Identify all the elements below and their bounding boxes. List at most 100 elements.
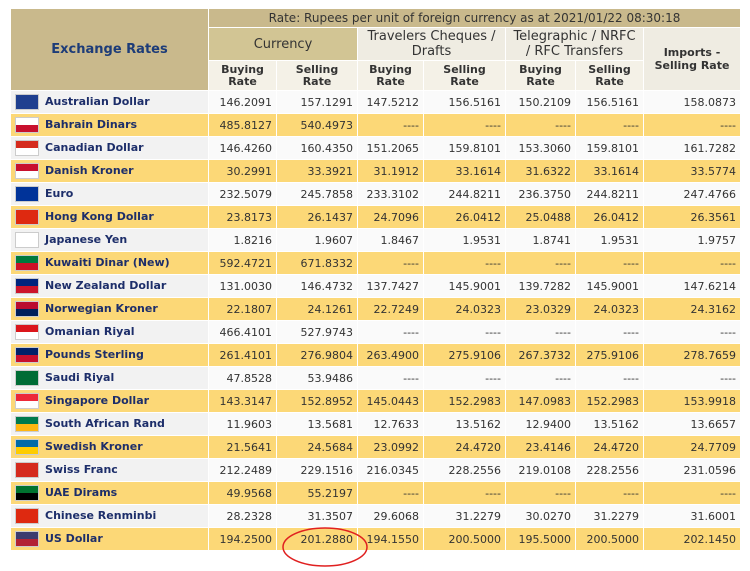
rate: 592.4721 bbox=[219, 256, 273, 270]
rate: 540.4973 bbox=[300, 118, 354, 132]
rate: ---- bbox=[403, 325, 419, 339]
rate: 216.0345 bbox=[366, 463, 420, 477]
rate: 24.0323 bbox=[593, 302, 640, 316]
rate-cell: 33.1614 bbox=[423, 159, 506, 183]
rate-cell: 267.3732 bbox=[505, 343, 576, 367]
name-text: US Dollar bbox=[45, 532, 103, 545]
rate-cell: 24.1261 bbox=[276, 297, 358, 321]
rate: 275.9106 bbox=[586, 348, 640, 362]
name-text: UAE Dirams bbox=[45, 486, 118, 499]
group: Currency bbox=[208, 27, 358, 61]
flag bbox=[15, 416, 39, 432]
rate: 145.9001 bbox=[448, 279, 502, 293]
rate: 160.4350 bbox=[300, 141, 354, 155]
rate-cell: 228.2556 bbox=[423, 458, 506, 482]
rate-cell: ---- bbox=[642, 320, 742, 344]
rate: ---- bbox=[720, 118, 737, 132]
rate: 152.2983 bbox=[448, 394, 502, 408]
rate: 33.1614 bbox=[593, 164, 640, 178]
rate: 276.9804 bbox=[300, 348, 354, 362]
rate: 143.3147 bbox=[219, 394, 273, 408]
rate: ---- bbox=[720, 371, 737, 385]
rate: 12.9400 bbox=[525, 417, 572, 431]
rate-cell: ---- bbox=[357, 366, 424, 390]
highlight-circle bbox=[282, 527, 368, 567]
rate-cell: 527.9743 bbox=[276, 320, 358, 344]
rate: 228.2556 bbox=[448, 463, 502, 477]
flag bbox=[15, 462, 39, 478]
rate: 49.9568 bbox=[226, 486, 273, 500]
rate: 13.5162 bbox=[455, 417, 502, 431]
rate-cell: 158.0873 bbox=[642, 90, 742, 114]
flag bbox=[15, 439, 39, 455]
row: South African Rand 11.9603 13.5681 12.7633 1… bbox=[10, 412, 742, 436]
rate-cell: 33.1614 bbox=[575, 159, 644, 183]
rate: 150.2109 bbox=[518, 95, 572, 109]
rate: 146.2091 bbox=[219, 95, 273, 109]
rate-cell: 275.9106 bbox=[575, 343, 644, 367]
rate: 137.7427 bbox=[366, 279, 420, 293]
rate-cell: 153.3060 bbox=[505, 136, 576, 160]
rate-cell: ---- bbox=[505, 320, 576, 344]
currency-name: Singapore Dollar bbox=[10, 389, 209, 413]
name-text: Australian Dollar bbox=[45, 95, 150, 108]
name-text: Saudi Riyal bbox=[45, 371, 115, 384]
rate: 33.1614 bbox=[455, 164, 502, 178]
name-text: Swedish Kroner bbox=[45, 440, 143, 453]
group: Imports - Selling Rate bbox=[642, 27, 742, 91]
rate-cell: 156.5161 bbox=[575, 90, 644, 114]
rate: 53.9486 bbox=[307, 371, 354, 385]
rate: 158.0873 bbox=[683, 95, 737, 109]
rate-cell: 1.9607 bbox=[276, 228, 358, 252]
rate: 202.1450 bbox=[683, 532, 737, 546]
currency-name: US Dollar bbox=[10, 527, 209, 551]
rate: 161.7282 bbox=[683, 141, 737, 155]
rate: 1.9531 bbox=[462, 233, 502, 247]
rate: 244.8211 bbox=[448, 187, 502, 201]
rate-cell: 25.0488 bbox=[505, 205, 576, 229]
rate: ---- bbox=[485, 486, 501, 500]
name-text: Canadian Dollar bbox=[45, 141, 144, 154]
rate: 31.6001 bbox=[690, 509, 737, 523]
rate: 1.9531 bbox=[600, 233, 640, 247]
rate-cell: 228.2556 bbox=[575, 458, 644, 482]
rate: ---- bbox=[555, 118, 571, 132]
rate: 24.1261 bbox=[307, 302, 354, 316]
rate: 13.6657 bbox=[690, 417, 737, 431]
row: Danish Kroner 30.2991 33.3921 31.1912 33.161… bbox=[10, 159, 742, 183]
rate-cell: 23.0329 bbox=[505, 297, 576, 321]
name-text: South African Rand bbox=[45, 417, 165, 430]
currency-name: Hong Kong Dollar bbox=[10, 205, 209, 229]
rate: ---- bbox=[485, 256, 501, 270]
rate-cell: 31.6322 bbox=[505, 159, 576, 183]
rate-cell: 156.5161 bbox=[423, 90, 506, 114]
currency-name: Bahrain Dinars bbox=[10, 113, 209, 137]
currency-name: Norwegian Kroner bbox=[10, 297, 209, 321]
title: Exchange Rates bbox=[10, 8, 209, 91]
rate: 31.6322 bbox=[525, 164, 572, 178]
rate-cell: 26.1437 bbox=[276, 205, 358, 229]
rate-cell: 216.0345 bbox=[357, 458, 424, 482]
name-text: Pounds Sterling bbox=[45, 348, 144, 361]
rate: 146.4732 bbox=[300, 279, 354, 293]
currency-name: Pounds Sterling bbox=[10, 343, 209, 367]
rate-cell: 671.8332 bbox=[276, 251, 358, 275]
rate-cell: 47.8528 bbox=[208, 366, 277, 390]
rate: 13.5681 bbox=[307, 417, 354, 431]
rate: ---- bbox=[555, 486, 571, 500]
rate-cell: 147.0983 bbox=[505, 389, 576, 413]
rate: 31.3507 bbox=[307, 509, 354, 523]
rate: 23.8173 bbox=[226, 210, 273, 224]
rate: 147.6214 bbox=[683, 279, 737, 293]
rate: 30.2991 bbox=[226, 164, 273, 178]
row: Pounds Sterling 261.4101 276.9804 263.4900 2… bbox=[10, 343, 742, 367]
rate: 219.0108 bbox=[518, 463, 572, 477]
rate: 151.2065 bbox=[366, 141, 420, 155]
rate: ---- bbox=[623, 486, 639, 500]
rate-cell: ---- bbox=[575, 251, 644, 275]
rate-cell: 24.7709 bbox=[642, 435, 742, 459]
rate: 24.5684 bbox=[307, 440, 354, 454]
row: Chinese Renminbi 28.2328 31.3507 29.6068 31.… bbox=[10, 504, 742, 528]
rate: 26.1437 bbox=[307, 210, 354, 224]
